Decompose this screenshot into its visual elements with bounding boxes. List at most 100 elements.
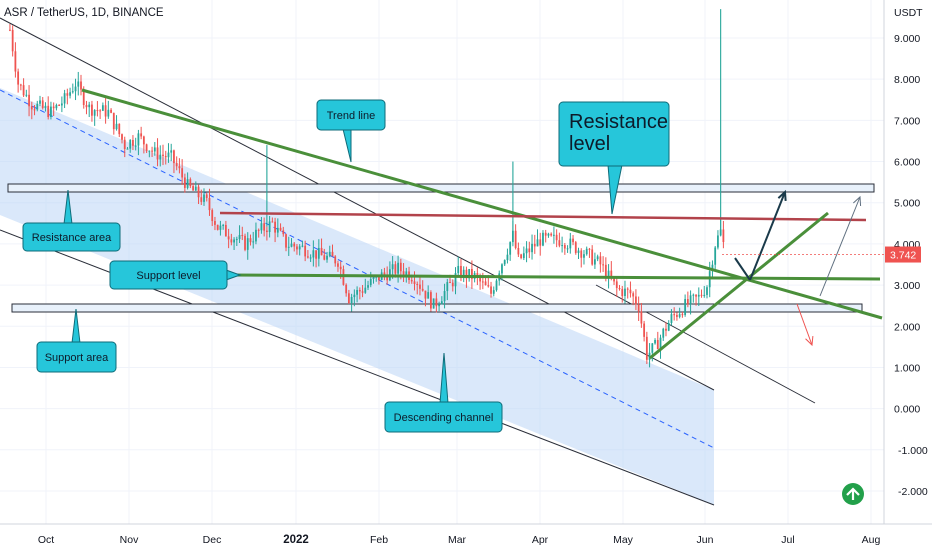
bearish-arrow bbox=[796, 303, 813, 346]
candle-body bbox=[227, 236, 230, 240]
trend-line-callout-box bbox=[316, 99, 386, 131]
candle-body bbox=[337, 263, 339, 267]
bullish-arrow bbox=[749, 191, 786, 281]
candle-body bbox=[121, 134, 123, 140]
candle-body bbox=[451, 282, 454, 287]
candle-body bbox=[159, 154, 162, 160]
candle-body bbox=[33, 109, 36, 111]
candle-body bbox=[222, 224, 225, 226]
candle-body bbox=[717, 235, 719, 248]
candle-body bbox=[298, 246, 301, 250]
candle-body bbox=[416, 283, 419, 285]
candle-body bbox=[216, 224, 219, 230]
candle-body bbox=[621, 289, 624, 297]
candle-body bbox=[539, 239, 542, 246]
support-level-callout-text: Support level bbox=[136, 270, 200, 282]
candle-body bbox=[345, 284, 348, 294]
candle-body bbox=[194, 186, 197, 191]
candle-body bbox=[517, 247, 520, 255]
candle-body bbox=[287, 246, 290, 248]
candle-body bbox=[339, 266, 342, 270]
candle-body bbox=[446, 282, 449, 292]
candle-body bbox=[413, 281, 416, 284]
candle-body bbox=[279, 227, 282, 231]
candle-body bbox=[11, 29, 14, 52]
candle-body bbox=[574, 242, 577, 253]
candle-body bbox=[142, 136, 145, 145]
candle-body bbox=[132, 139, 134, 146]
candle-body bbox=[547, 233, 550, 236]
candle-body bbox=[438, 304, 440, 307]
candle-body bbox=[358, 290, 361, 292]
x-tick-label: Aug bbox=[862, 534, 881, 546]
candle-body bbox=[153, 147, 156, 152]
resistance-level-callout-text: Resistance bbox=[569, 111, 668, 133]
candle-body bbox=[36, 103, 39, 110]
candle-body bbox=[230, 239, 233, 243]
candle-body bbox=[214, 221, 216, 225]
x-tick-label: Nov bbox=[120, 534, 139, 546]
candle-body bbox=[665, 328, 667, 331]
candle-body bbox=[58, 104, 61, 106]
candle-body bbox=[189, 179, 192, 187]
candle-body bbox=[115, 123, 118, 130]
arrow-dip-line bbox=[734, 257, 751, 281]
candle-body bbox=[465, 269, 468, 279]
x-tick-label: Feb bbox=[370, 534, 388, 546]
candle-body bbox=[501, 264, 503, 274]
candle-body bbox=[645, 336, 648, 360]
candle-body bbox=[599, 256, 602, 265]
candle-body bbox=[512, 230, 514, 243]
descending-channel-callout-text: Descending channel bbox=[394, 412, 494, 424]
candle-body bbox=[481, 281, 484, 283]
candle-body bbox=[427, 292, 430, 299]
x-tick-label: Jul bbox=[781, 534, 794, 546]
candle-body bbox=[506, 254, 509, 261]
candle-body bbox=[255, 229, 257, 242]
candle-body bbox=[123, 139, 126, 149]
candle-body bbox=[282, 230, 285, 235]
candle-body bbox=[542, 232, 544, 246]
candle-body bbox=[577, 250, 580, 253]
candle-body bbox=[137, 133, 140, 146]
bearish-arrow-head bbox=[805, 335, 814, 347]
candle-body bbox=[200, 197, 203, 202]
candle-body bbox=[553, 234, 555, 236]
candle-body bbox=[703, 294, 706, 296]
candle-body bbox=[364, 287, 367, 293]
candle-body bbox=[323, 255, 326, 260]
candle-body bbox=[695, 294, 697, 297]
candle-body bbox=[112, 112, 115, 130]
last-price-label: 3.742 bbox=[890, 250, 916, 262]
candle-body bbox=[454, 273, 457, 287]
candle-body bbox=[706, 287, 708, 295]
candle-body bbox=[14, 51, 17, 72]
candle-body bbox=[52, 106, 55, 109]
candle-body bbox=[96, 110, 99, 112]
candle-body bbox=[572, 238, 574, 243]
candle-body bbox=[637, 304, 640, 312]
target-arrow bbox=[819, 196, 861, 297]
candle-body bbox=[624, 288, 626, 297]
candle-body bbox=[457, 265, 460, 274]
channel-mid-line bbox=[0, 89, 715, 449]
candle-body bbox=[495, 280, 498, 291]
candle-body bbox=[544, 232, 547, 236]
candle-body bbox=[293, 243, 296, 247]
candle-body bbox=[233, 239, 235, 243]
y-tick-label: 6.000 bbox=[894, 157, 920, 169]
candle-body bbox=[643, 323, 646, 337]
candle-body bbox=[432, 298, 435, 309]
candle-body bbox=[476, 273, 479, 277]
candle-body bbox=[503, 260, 506, 265]
candle-body bbox=[22, 85, 25, 96]
candle-body bbox=[585, 248, 588, 255]
candle-body bbox=[9, 29, 11, 31]
candle-body bbox=[651, 343, 654, 353]
candle-body bbox=[126, 148, 129, 150]
candle-body bbox=[405, 271, 408, 277]
candle-body bbox=[156, 147, 159, 160]
candle-body bbox=[692, 294, 695, 296]
